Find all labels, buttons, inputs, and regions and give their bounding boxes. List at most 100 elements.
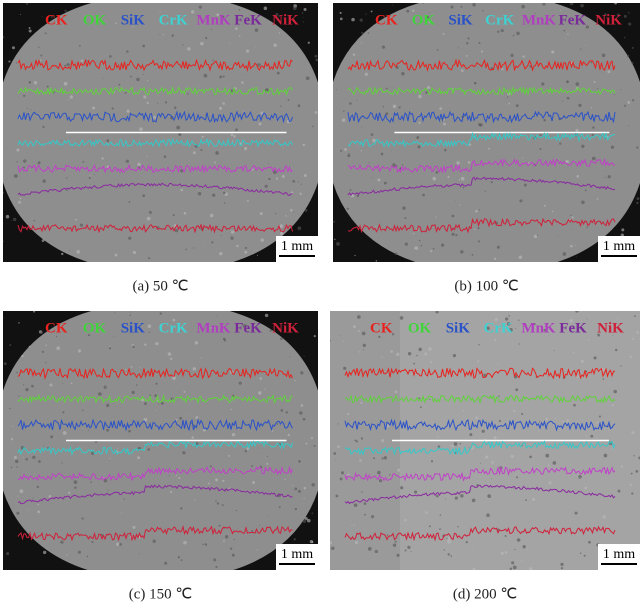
speck [39, 129, 41, 131]
speck [279, 224, 284, 228]
speck [302, 417, 306, 421]
speck [543, 328, 546, 332]
speck [407, 545, 411, 549]
speck [418, 239, 421, 242]
speck [180, 559, 183, 561]
speck [294, 380, 296, 382]
speck [617, 477, 619, 479]
speck [61, 382, 63, 384]
speck [439, 107, 443, 110]
speck [82, 409, 84, 412]
speck [229, 547, 233, 550]
speck [271, 430, 274, 432]
speck [132, 250, 137, 255]
speck [129, 75, 132, 78]
speck [348, 153, 350, 155]
speck [351, 524, 353, 526]
speck [477, 227, 480, 230]
speck [274, 213, 277, 215]
speck [442, 32, 445, 35]
speck [361, 331, 366, 336]
speck [252, 481, 256, 485]
speck [604, 13, 607, 16]
speck [299, 411, 303, 415]
speck [287, 433, 290, 437]
speck [200, 41, 204, 46]
speck [614, 28, 616, 30]
speck [182, 44, 184, 46]
speck [519, 199, 523, 203]
speck [389, 474, 391, 476]
speck [426, 15, 430, 19]
speck [628, 22, 632, 26]
speck [450, 5, 454, 9]
scale-bar-label: 1 mm [603, 239, 635, 254]
speck [396, 352, 400, 357]
speck [541, 82, 545, 86]
speck [423, 372, 425, 374]
speck [236, 244, 239, 248]
speck [543, 204, 546, 207]
speck [525, 499, 527, 501]
speck [305, 489, 307, 491]
line-scan-trace [17, 484, 293, 505]
speck [638, 456, 640, 460]
speck [267, 455, 269, 457]
speck [33, 81, 38, 85]
speck [7, 147, 8, 149]
speck [510, 454, 514, 459]
line-scan-trace [344, 440, 616, 456]
speck [632, 337, 635, 340]
speck [562, 100, 564, 102]
speck [28, 345, 31, 348]
speck [424, 406, 426, 408]
speck [480, 50, 484, 53]
speck [382, 105, 385, 108]
speck [453, 442, 458, 446]
speck [109, 459, 111, 461]
speck [501, 67, 504, 71]
speck [536, 234, 538, 236]
speck [293, 538, 296, 541]
speck [613, 101, 615, 102]
speck [624, 104, 627, 107]
speck [486, 326, 490, 331]
speck [518, 319, 520, 321]
speck [620, 233, 624, 237]
speck [146, 79, 149, 82]
speck [430, 361, 433, 364]
speck [529, 567, 533, 570]
speck [108, 347, 112, 350]
speck [428, 21, 431, 24]
speck [148, 210, 152, 214]
speck [33, 311, 36, 313]
legend-label: MnK [196, 320, 231, 336]
speck [505, 317, 509, 321]
speck [591, 156, 596, 161]
speck [139, 366, 141, 368]
speck [129, 486, 131, 488]
speck [303, 486, 307, 490]
speck [192, 367, 196, 371]
speck [467, 464, 469, 466]
speck [346, 207, 350, 211]
speck [230, 235, 232, 236]
speck [397, 544, 400, 546]
speck [167, 352, 172, 356]
speck [313, 444, 316, 447]
micrograph [330, 311, 640, 570]
speck [147, 448, 150, 451]
speck [512, 34, 515, 37]
speck [256, 254, 258, 256]
legend-label: NiK [272, 320, 299, 336]
speck [255, 46, 257, 48]
speck [233, 135, 236, 138]
speck [475, 209, 478, 213]
speck [311, 125, 314, 128]
speck [220, 161, 222, 162]
speck [210, 28, 212, 31]
speck [515, 104, 519, 108]
speck [536, 322, 538, 324]
speck [238, 35, 241, 37]
legend-label: MnK [521, 320, 556, 336]
